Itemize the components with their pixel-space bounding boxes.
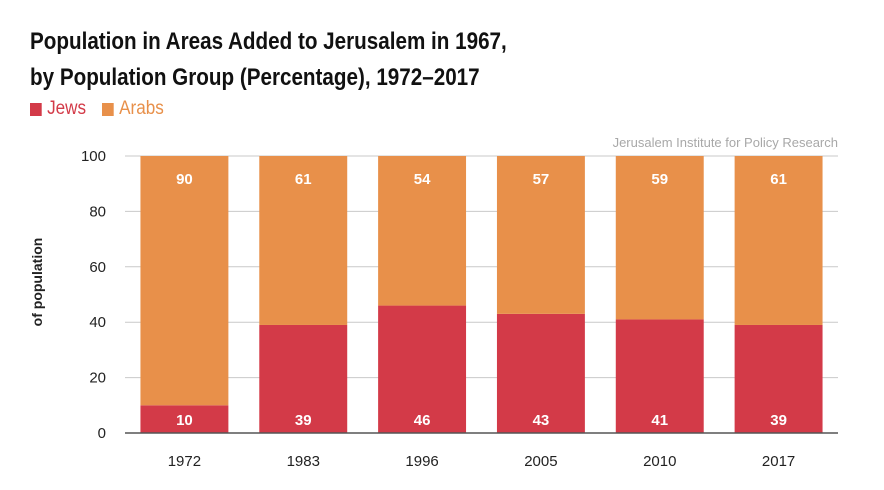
- data-label-arabs-1983: 61: [295, 171, 312, 188]
- bar-arabs-1972: [140, 156, 229, 406]
- chart-title-block: Population in Areas Added to Jerusalem i…: [30, 24, 810, 96]
- bar-jews-2017: [734, 324, 823, 433]
- bar-arabs-2010: [615, 156, 704, 320]
- legend: Jews Arabs: [30, 98, 171, 120]
- y-tick-label: 80: [89, 203, 106, 220]
- y-tick-label: 0: [98, 425, 106, 442]
- x-tick-label: 1983: [287, 453, 320, 470]
- data-label-arabs-2017: 61: [770, 171, 787, 188]
- data-label-arabs-2010: 59: [651, 171, 668, 188]
- legend-item-arabs: Arabs: [102, 98, 164, 120]
- data-label-arabs-2005: 57: [533, 171, 550, 188]
- source-note: Jerusalem Institute for Policy Research: [613, 135, 838, 150]
- legend-swatch-arabs: [102, 102, 114, 116]
- data-label-jews-2017: 39: [770, 412, 787, 429]
- x-tick-label: 1972: [168, 453, 201, 470]
- legend-label-jews: Jews: [47, 98, 87, 119]
- x-tick-label: 1996: [405, 453, 438, 470]
- data-label-jews-1996: 46: [414, 412, 431, 429]
- gridlines: [125, 155, 838, 379]
- data-label-jews-1972: 10: [176, 412, 193, 429]
- x-tick-label: 2010: [643, 453, 676, 470]
- legend-swatch-jews: [30, 102, 42, 116]
- x-tick-label: 2005: [524, 453, 557, 470]
- y-tick-label: 100: [81, 148, 106, 165]
- legend-item-jews: Jews: [30, 98, 86, 120]
- bars: [140, 156, 823, 433]
- data-label-jews-1983: 39: [295, 412, 312, 429]
- legend-label-arabs: Arabs: [119, 98, 165, 119]
- bar-jews-1983: [259, 324, 348, 433]
- y-tick-label: 40: [89, 314, 106, 331]
- bar-arabs-1996: [378, 156, 467, 306]
- y-tick-label: 60: [89, 259, 106, 276]
- chart-title: Population in Areas Added to Jerusalem i…: [30, 28, 507, 55]
- data-labels: 10 90 39 61 46 54 43 57 41 59 39 61: [176, 171, 787, 429]
- data-label-arabs-1972: 90: [176, 171, 193, 188]
- bar-jews-2010: [615, 319, 704, 433]
- axes: 0 20 40 60 80 100 1972 1983 1996 2005 2010 2017: [81, 148, 838, 470]
- bar-arabs-1983: [259, 156, 348, 325]
- data-label-jews-2005: 43: [533, 412, 550, 429]
- bar-jews-1972: [140, 405, 229, 433]
- data-label-arabs-1996: 54: [414, 171, 431, 188]
- chart-subtitle: by Population Group (Percentage), 1972–2…: [30, 64, 480, 91]
- bar-jews-2005: [496, 313, 585, 433]
- y-tick-label: 20: [89, 370, 106, 387]
- y-axis-label: of population: [29, 238, 45, 327]
- bar-arabs-2017: [734, 156, 823, 325]
- data-label-jews-2010: 41: [651, 412, 668, 429]
- bar-arabs-2005: [496, 156, 585, 314]
- x-tick-label: 2017: [762, 453, 795, 470]
- bar-jews-1996: [378, 305, 467, 433]
